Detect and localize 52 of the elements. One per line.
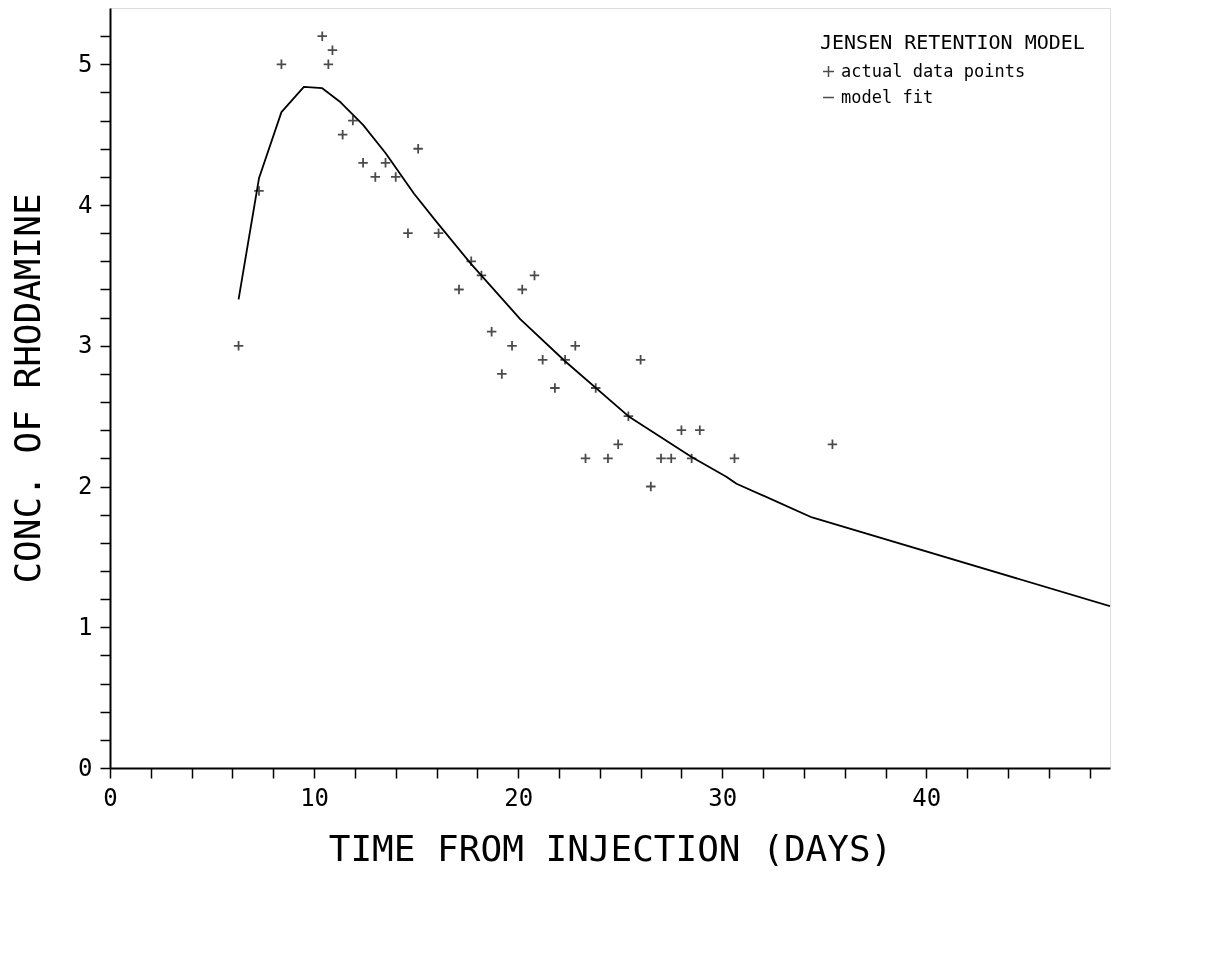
point	[402, 227, 414, 239]
line-series	[237, 85, 1110, 608]
x-tick-label: 40	[912, 783, 942, 812]
point	[528, 269, 541, 282]
x-tick-label: 10	[300, 783, 330, 812]
point	[253, 185, 265, 197]
point	[675, 424, 688, 436]
x-tick-label: 0	[103, 783, 118, 812]
point	[612, 438, 624, 450]
legend-title: JENSEN RETENTION MODEL	[820, 30, 1085, 54]
point	[465, 255, 477, 267]
point	[412, 143, 424, 155]
point	[347, 114, 359, 127]
legend-label: actual data points	[841, 60, 1026, 81]
point	[826, 438, 839, 450]
point	[432, 227, 445, 239]
point	[622, 410, 635, 422]
point	[506, 340, 518, 352]
point	[559, 354, 571, 366]
y-axis-title: CONC. OF RHODAMINE	[7, 193, 49, 584]
point	[634, 354, 647, 366]
point	[485, 326, 498, 338]
y-tick-label: 5	[78, 49, 93, 78]
point	[316, 30, 328, 42]
y-tick-label: 0	[78, 753, 93, 782]
y-tick-label: 2	[78, 472, 93, 501]
point	[537, 354, 549, 366]
x-axis-title: TIME FROM INJECTION (DAYS)	[328, 827, 893, 869]
x-tick-label: 30	[708, 783, 738, 812]
point	[379, 157, 392, 169]
y-tick-label: 1	[78, 612, 93, 641]
point	[390, 171, 402, 183]
point	[590, 382, 602, 394]
point	[569, 340, 581, 352]
x-tick-label: 20	[504, 783, 534, 812]
point	[645, 480, 657, 493]
point	[326, 44, 339, 56]
point	[496, 368, 508, 380]
legend-label: model fit	[841, 86, 934, 107]
point	[322, 58, 335, 70]
point	[549, 382, 561, 394]
y-tick-label: 4	[78, 190, 93, 219]
point	[516, 283, 528, 296]
point	[453, 283, 465, 296]
y-tick-label: 3	[78, 331, 93, 360]
point	[337, 129, 349, 141]
point	[475, 269, 488, 282]
point	[369, 171, 381, 183]
point	[357, 157, 369, 169]
point	[694, 424, 706, 436]
point	[275, 58, 288, 70]
point	[232, 340, 245, 352]
